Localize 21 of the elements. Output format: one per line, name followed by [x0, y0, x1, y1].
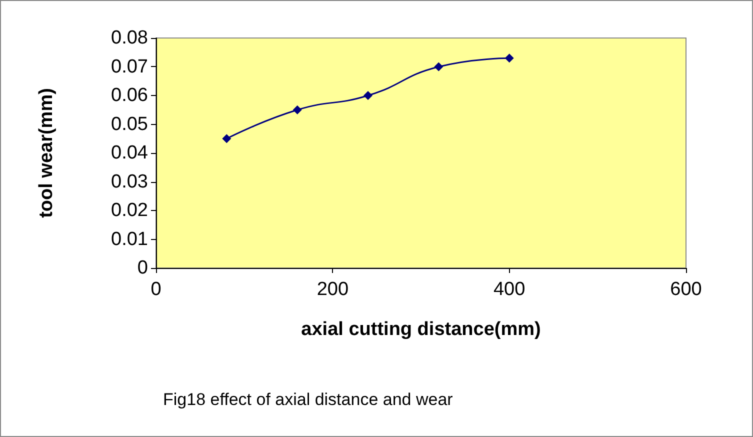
x-tick-label: 200	[316, 279, 349, 300]
y-tick-label: 0.03	[111, 171, 148, 192]
y-tick-label: 0.07	[111, 56, 148, 78]
point	[292, 105, 302, 114]
y-tick-label: 0.01	[111, 228, 148, 250]
x-tick-label: 0	[150, 279, 162, 300]
y-tick-label: 0	[137, 258, 148, 278]
caption: Fig18 effect of axial distance and wear	[163, 390, 454, 409]
point	[434, 62, 444, 72]
y-tick-label: 0.06	[111, 85, 148, 106]
y-tick-label: 0.08	[111, 28, 148, 48]
point	[364, 91, 372, 100]
y-tick-label: 0.05	[111, 114, 148, 135]
y-tick-label: 0.02	[111, 200, 148, 221]
x-tick-label: 400	[493, 279, 526, 300]
point	[222, 134, 232, 144]
x-tick-label: 600	[670, 279, 702, 300]
y-axis-title: tool wear(mm)	[36, 88, 57, 218]
point	[504, 54, 514, 63]
x-axis-title: axial cutting distance(mm)	[301, 319, 541, 340]
y-tick-label: 0.04	[111, 142, 148, 164]
